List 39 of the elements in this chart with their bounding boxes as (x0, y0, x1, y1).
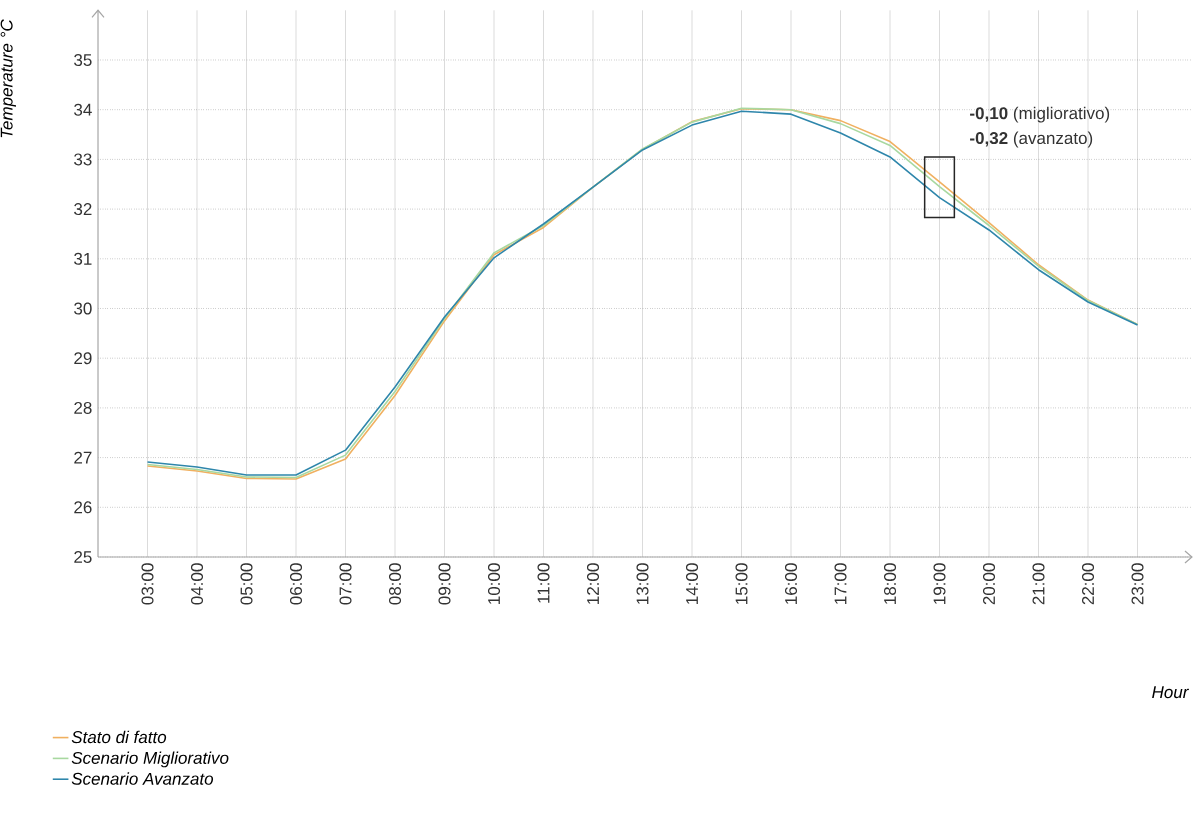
x-tick-label: 19:00 (933, 563, 946, 604)
y-tick-label: 28 (74, 401, 92, 414)
x-tick-label: 08:00 (388, 563, 402, 605)
y-tick-label: 32 (74, 203, 92, 216)
x-tick-label: 23:00 (1131, 563, 1144, 605)
legend-label: Scenario Migliorativo (71, 751, 229, 768)
y-tick-label: 35 (74, 53, 92, 67)
x-tick-label: 22:00 (1081, 563, 1095, 605)
x-tick-label: 06:00 (289, 563, 303, 605)
x-tick-label: 09:00 (438, 563, 451, 605)
x-tick-label: 14:00 (685, 563, 699, 604)
legend-label: Scenario Avanzato (71, 772, 214, 785)
y-tick-label: 33 (74, 153, 92, 166)
x-tick-label: 04:00 (190, 563, 204, 605)
x-tick-label: 20:00 (982, 563, 996, 605)
x-tick-label: 12:00 (586, 563, 600, 604)
x-tick-label: 13:00 (636, 563, 649, 604)
y-tick-label: 26 (74, 501, 92, 514)
y-tick-label: 34 (74, 103, 92, 116)
x-tick-label: 03:00 (141, 563, 154, 605)
y-axis-title: Temperature °C (0, 19, 16, 138)
x-tick-label: 10:00 (487, 563, 501, 604)
x-tick-label: 18:00 (883, 563, 897, 604)
y-tick-label: 25 (74, 550, 92, 564)
annotation: -0,32 (avanzato) (970, 131, 1093, 148)
annotation: -0,10 (migliorativo) (970, 106, 1110, 123)
x-tick-label: 11:00 (537, 563, 550, 603)
y-tick-label: 30 (74, 302, 92, 315)
x-tick-label: 15:00 (735, 563, 748, 604)
y-tick-label: 31 (74, 252, 92, 265)
y-tick-label: 29 (74, 352, 92, 365)
x-tick-label: 05:00 (240, 563, 253, 605)
legend-label: Stato di fatto (71, 730, 167, 744)
x-tick-label: 17:00 (834, 563, 847, 604)
x-tick-label: 16:00 (784, 563, 798, 604)
y-tick-label: 27 (74, 451, 92, 464)
x-axis-title: Hour (1152, 686, 1189, 699)
x-tick-label: 21:00 (1032, 563, 1045, 605)
x-tick-label: 07:00 (339, 563, 352, 605)
